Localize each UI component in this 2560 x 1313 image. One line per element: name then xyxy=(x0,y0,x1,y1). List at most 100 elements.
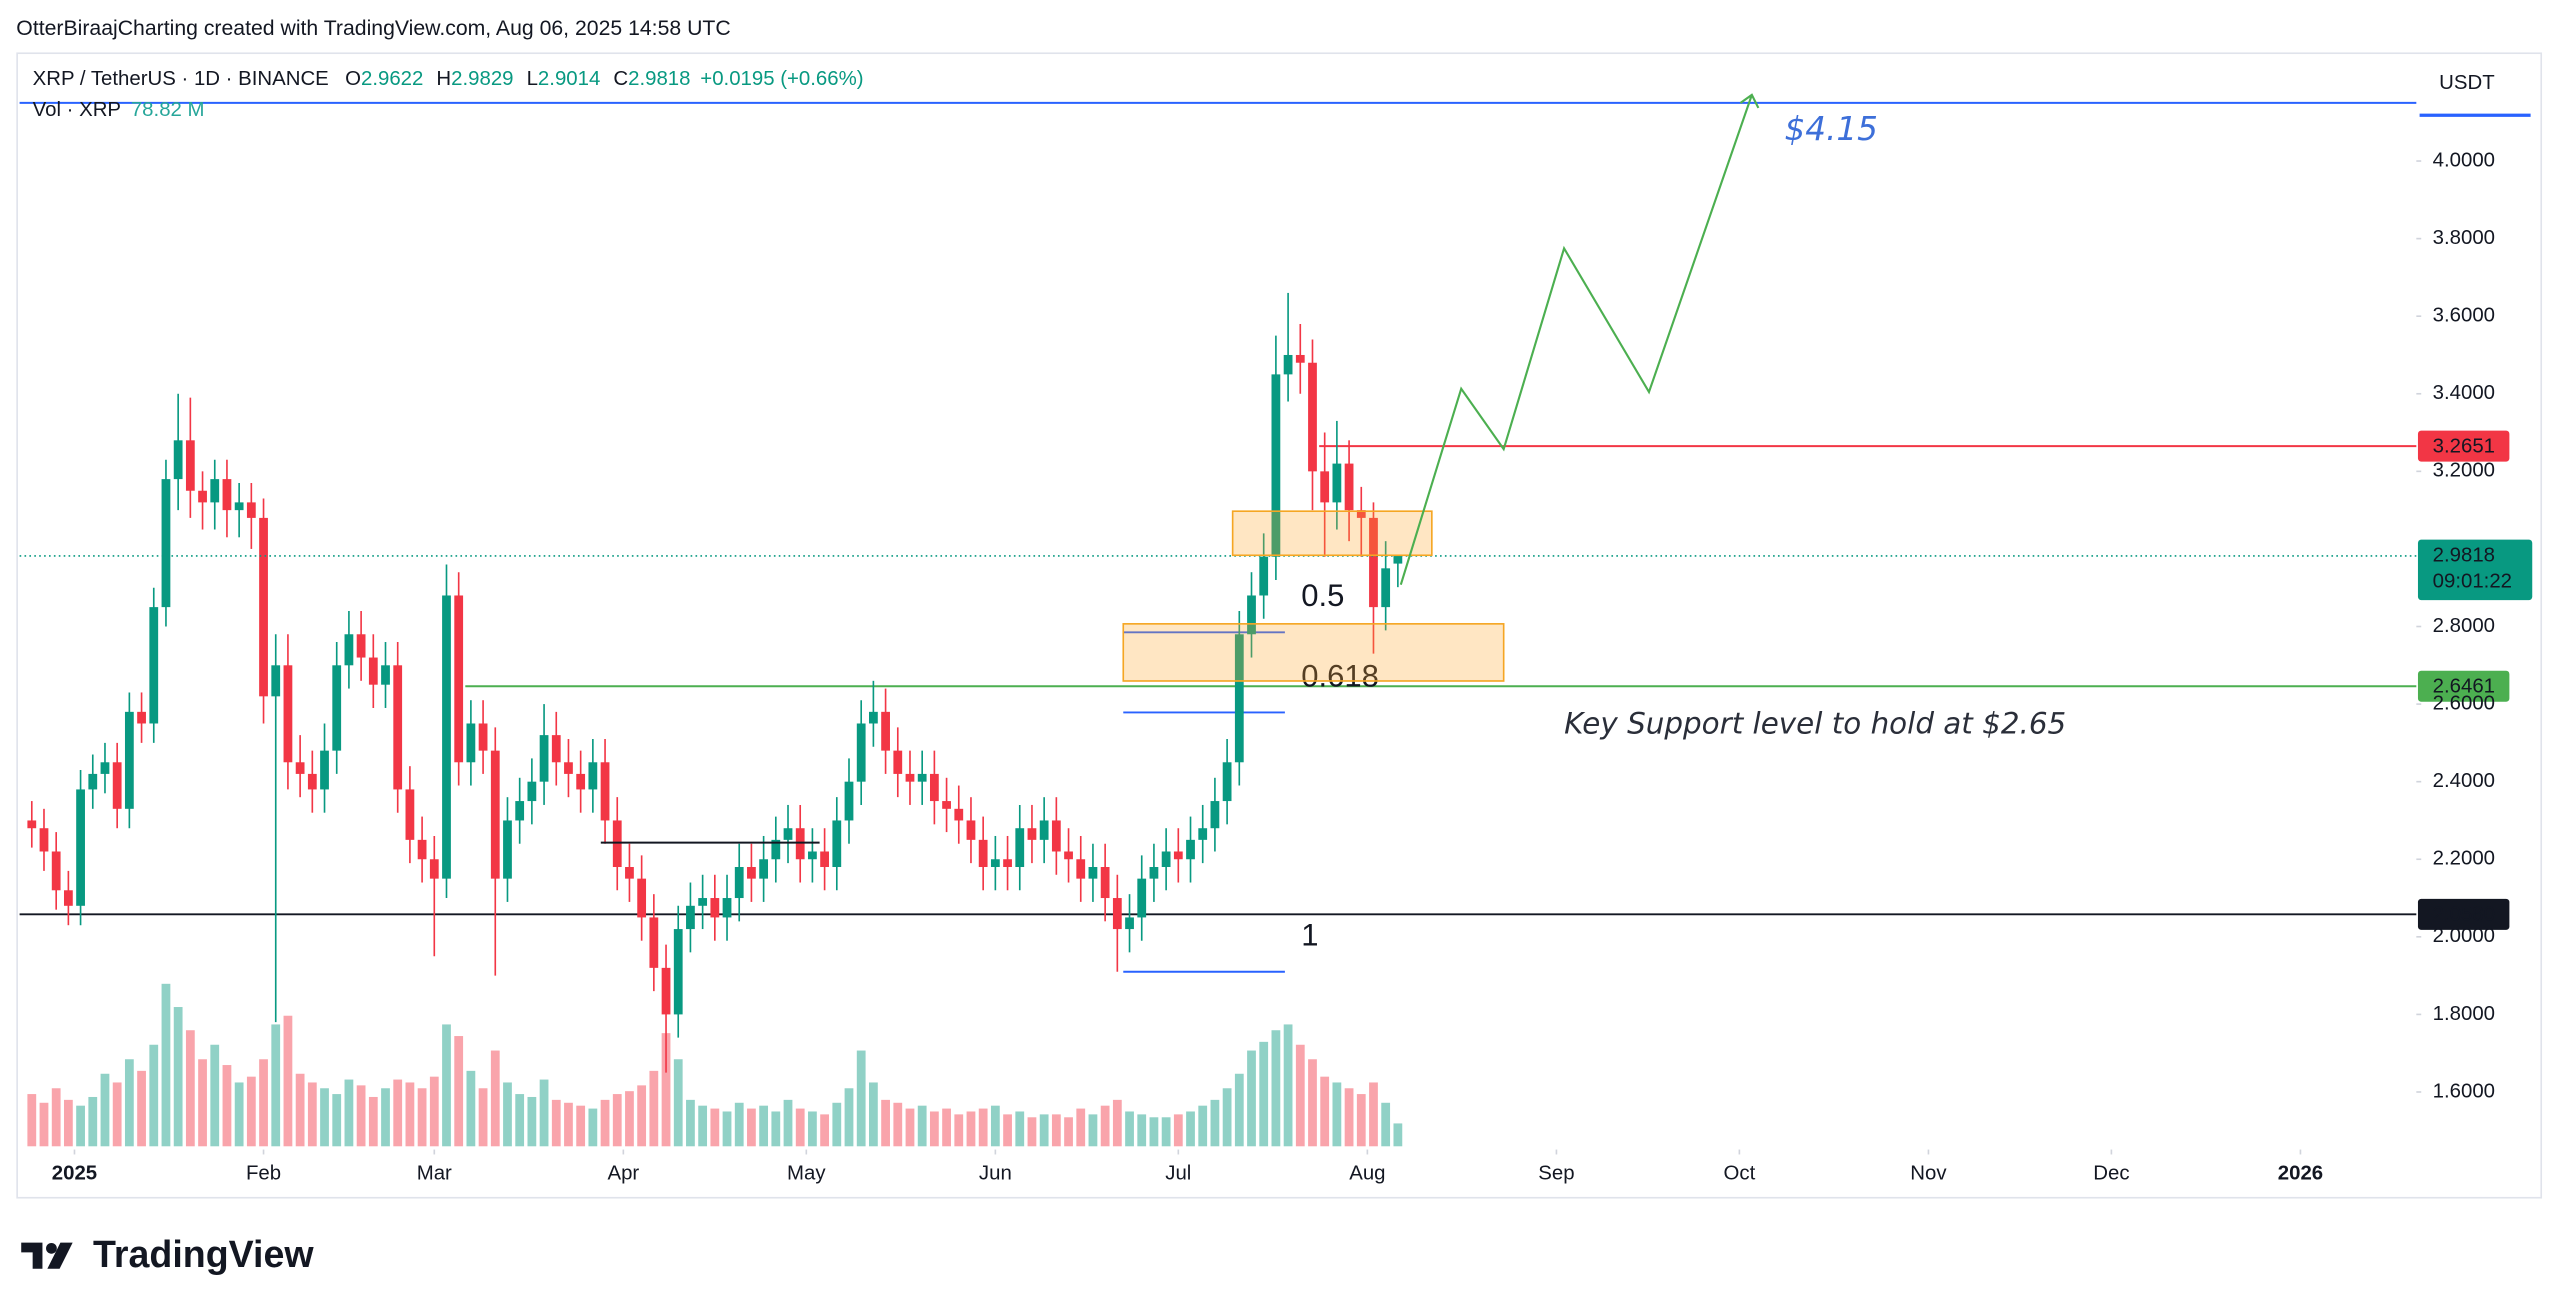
y-tick-label: 3.2000 xyxy=(2433,460,2495,482)
volume-bar xyxy=(1051,1114,1061,1147)
candle-body xyxy=(344,634,354,666)
candle-body xyxy=(771,839,781,860)
candle-body xyxy=(1222,762,1232,802)
candle-body xyxy=(1271,374,1281,557)
legend-key: L xyxy=(527,69,538,91)
candle-body xyxy=(576,773,586,790)
candle-body xyxy=(1259,556,1269,596)
candle-body xyxy=(868,711,878,724)
candle-body xyxy=(356,634,366,658)
x-tick-label: Apr xyxy=(607,1162,639,1184)
volume-bar xyxy=(466,1070,476,1147)
candle-body xyxy=(454,595,464,763)
candle-body xyxy=(1356,510,1366,518)
candle-body xyxy=(954,808,964,821)
chart-frame xyxy=(16,52,2543,1199)
volume-bar xyxy=(271,1024,281,1147)
volume-bar xyxy=(954,1114,964,1147)
candle-body xyxy=(905,773,915,782)
candle-body xyxy=(795,828,805,860)
candle-body xyxy=(246,502,256,518)
volume-bar xyxy=(612,1094,622,1147)
y-tick-label: 1.8000 xyxy=(2433,1003,2495,1025)
volume-bar xyxy=(771,1111,781,1147)
candle-body xyxy=(1003,859,1012,868)
x-tick-label: 2026 xyxy=(2278,1162,2323,1184)
volume-bar xyxy=(820,1114,829,1147)
candle-body xyxy=(137,711,146,724)
candle-body xyxy=(63,890,73,906)
candle-body xyxy=(1198,828,1208,840)
plot-area: 3.2651 2.6461 2.0580 0.5 0.618 1 2.9818 09:01:2… xyxy=(19,101,2533,1184)
volume-bar xyxy=(637,1085,647,1147)
candle-body xyxy=(734,867,744,899)
candle-body xyxy=(51,851,61,891)
candle-body xyxy=(929,773,939,802)
candle-body xyxy=(173,440,183,480)
candle-body xyxy=(1186,839,1195,860)
volume-bar xyxy=(539,1079,549,1147)
candle-body xyxy=(832,820,842,868)
candle-body xyxy=(1015,828,1025,868)
price-tag xyxy=(2417,670,2510,702)
candle-body xyxy=(820,851,829,868)
candle-body xyxy=(686,905,695,930)
currency-button[interactable]: USDT xyxy=(2439,72,2495,94)
volume-bar xyxy=(137,1070,146,1147)
candle-body xyxy=(1051,820,1061,852)
symbol-title: XRP / TetherUS · 1D · BINANCE xyxy=(33,69,329,91)
candle-body xyxy=(722,898,732,918)
volume-bar xyxy=(905,1108,915,1147)
volume-bar xyxy=(1283,1024,1293,1147)
brand-name: TradingView xyxy=(93,1233,314,1275)
candle-body xyxy=(990,859,1000,868)
volume-bar xyxy=(527,1096,537,1147)
candle-body xyxy=(417,839,427,860)
candle-body xyxy=(747,867,756,879)
volume-bar xyxy=(124,1059,134,1147)
y-tick-label: 1.6000 xyxy=(2433,1080,2495,1102)
volume-bar xyxy=(551,1099,561,1147)
volume-bar xyxy=(942,1108,951,1147)
countdown-label: 09:01:22 xyxy=(2433,571,2512,593)
volume-bar xyxy=(149,1044,159,1147)
volume-bar xyxy=(673,1059,683,1147)
volume-bar xyxy=(222,1065,232,1147)
volume-bar xyxy=(1112,1099,1122,1147)
candle-body xyxy=(210,479,220,503)
candle-body xyxy=(368,657,378,685)
zone-box xyxy=(1231,510,1433,557)
candle-body xyxy=(222,479,232,511)
volume-bar xyxy=(1125,1111,1134,1147)
volume-bar xyxy=(808,1111,817,1147)
candle-body xyxy=(759,859,769,879)
x-tick-label: Feb xyxy=(246,1162,281,1184)
volume-bar xyxy=(1381,1102,1391,1147)
volume-bar xyxy=(1320,1076,1330,1147)
target-label: $4.15 xyxy=(1784,110,1877,148)
y-tick-label: 2.8000 xyxy=(2433,615,2495,637)
volume-bar xyxy=(429,1076,439,1147)
candle-body xyxy=(466,723,476,763)
volume-bar xyxy=(990,1105,1000,1147)
legend-key: C xyxy=(613,69,628,91)
volume-bar xyxy=(856,1050,866,1147)
candle-body xyxy=(478,723,488,751)
candle-body xyxy=(283,665,293,763)
volume-bar xyxy=(868,1082,878,1147)
volume-bar xyxy=(1222,1088,1232,1147)
candle-body xyxy=(1369,517,1378,608)
volume-bar xyxy=(295,1073,305,1147)
zone-box xyxy=(1122,623,1505,682)
fib-label: 1 xyxy=(1301,918,1318,953)
volume-bar xyxy=(100,1073,110,1147)
volume-bar xyxy=(600,1099,610,1147)
volume-bar xyxy=(503,1082,512,1147)
candle-body xyxy=(381,665,390,685)
y-tick-label: 2.0000 xyxy=(2433,925,2495,947)
candle-body xyxy=(527,781,537,802)
candle-body xyxy=(320,750,329,790)
volume-bar xyxy=(881,1099,890,1147)
volume-bar xyxy=(381,1088,390,1147)
candle-body xyxy=(405,789,415,840)
